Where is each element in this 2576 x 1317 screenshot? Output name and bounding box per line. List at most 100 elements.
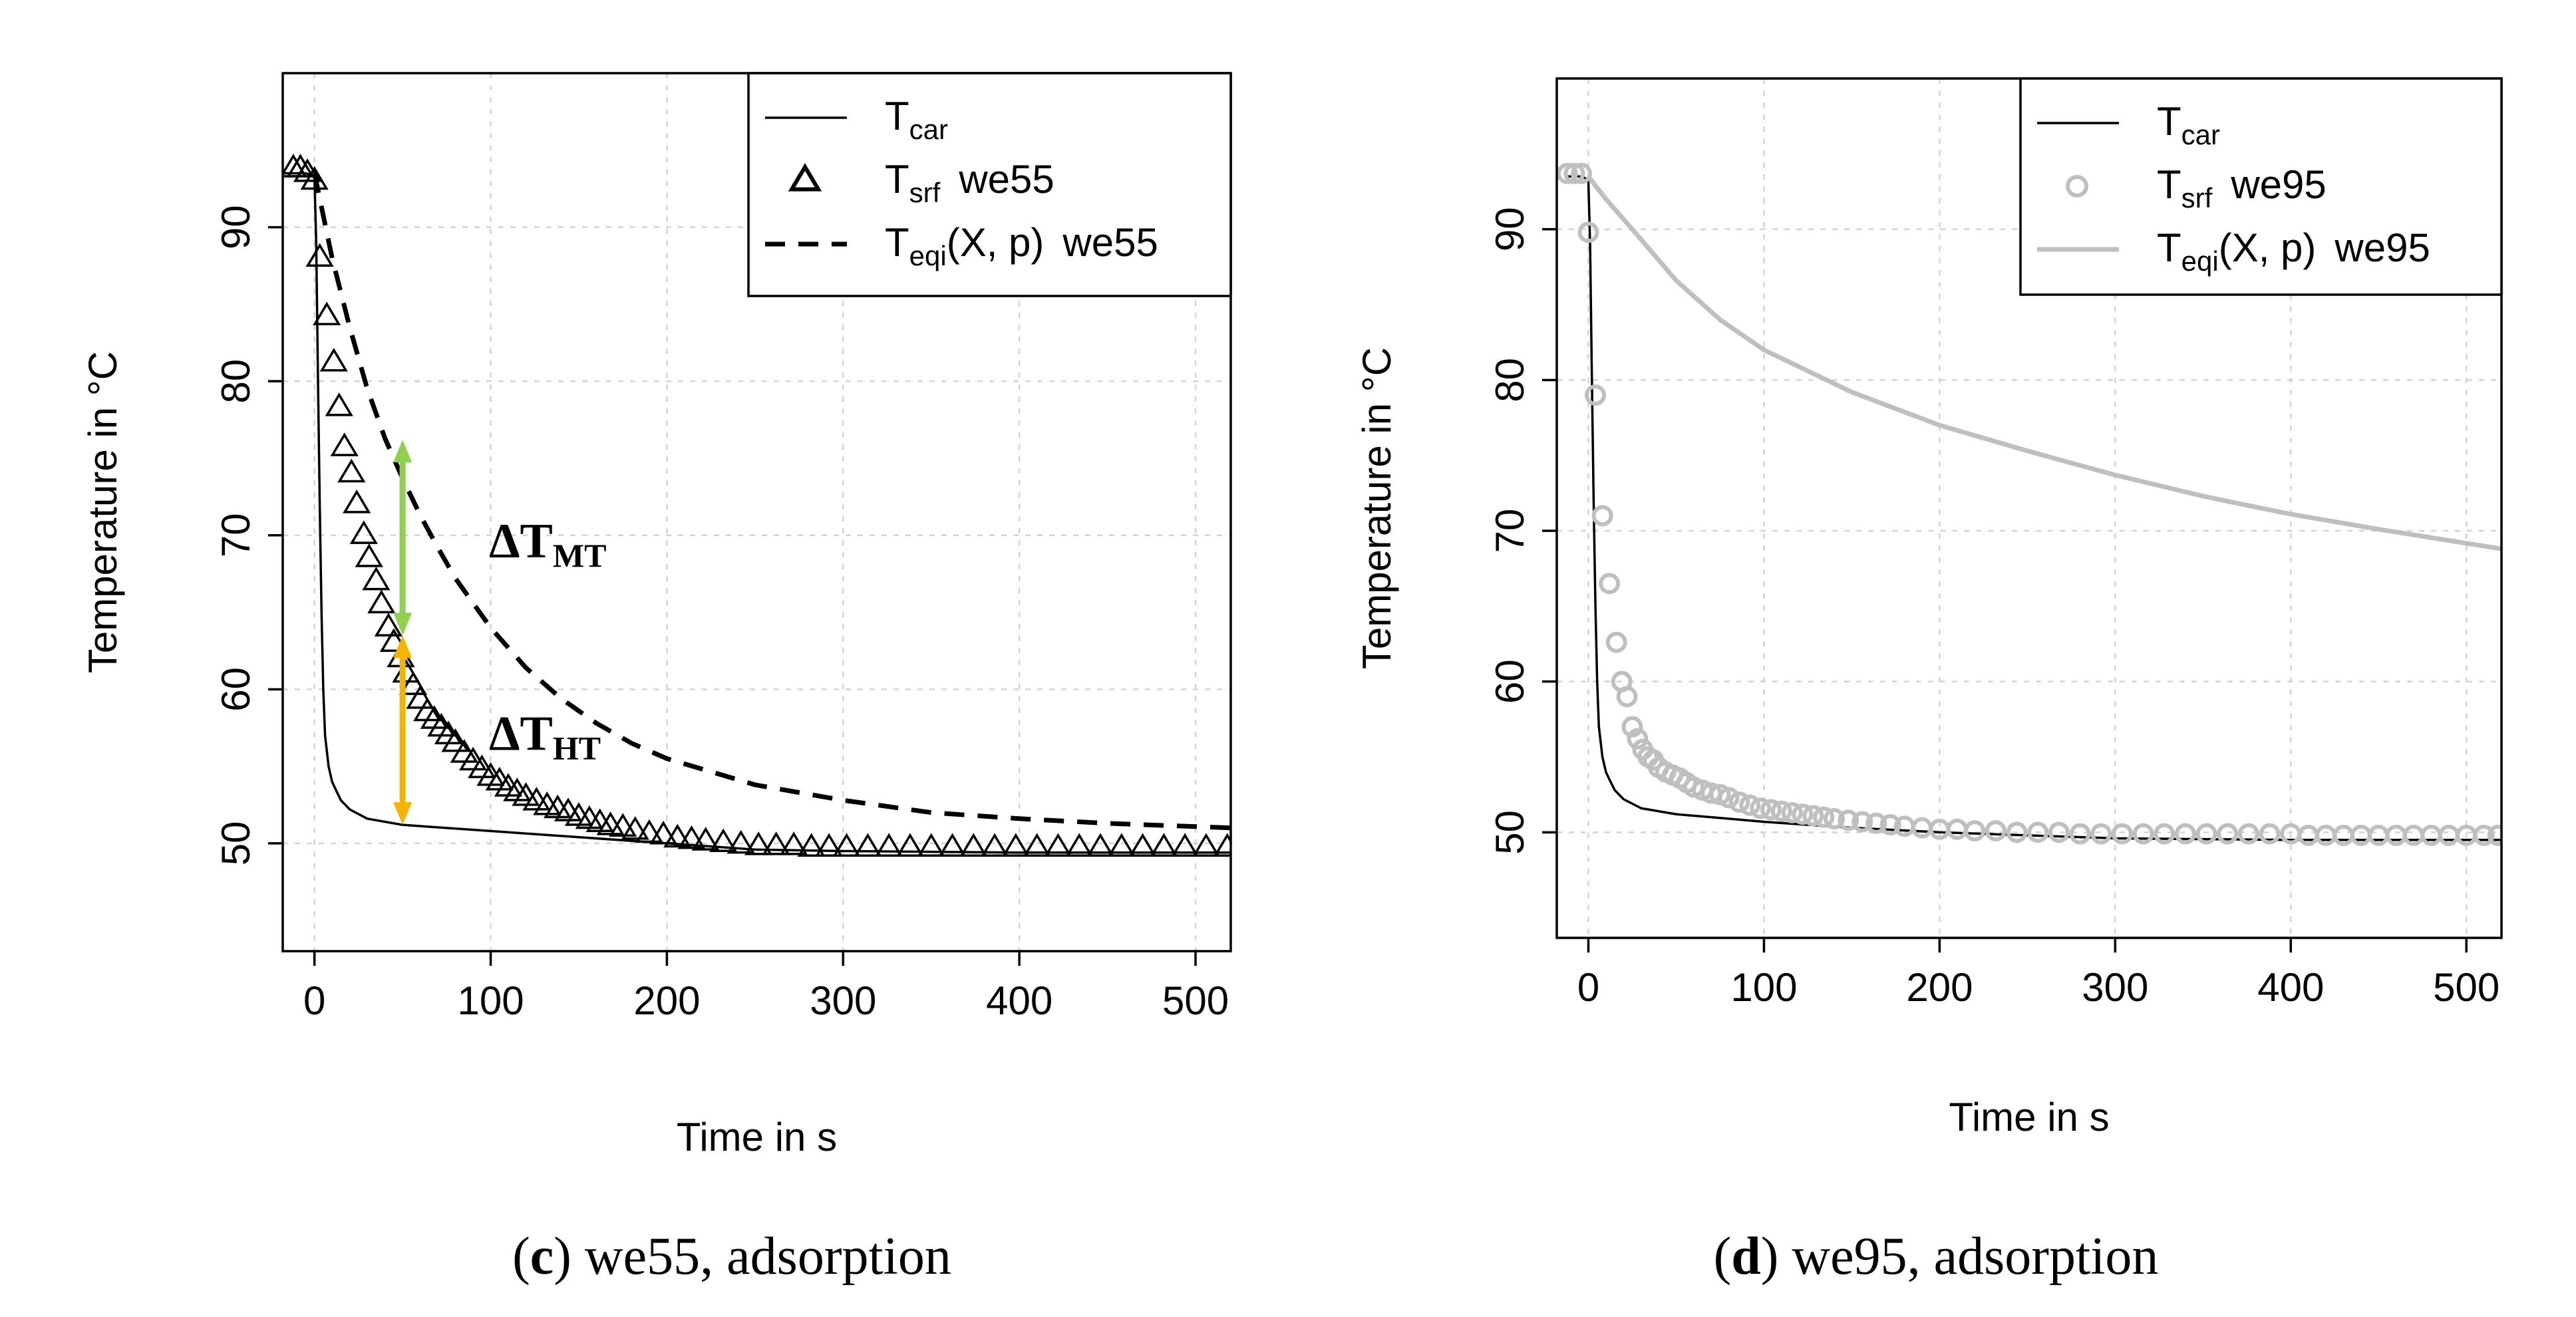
- annotation-sub: HT: [553, 730, 601, 767]
- y-tick-label: 70: [1488, 509, 1532, 553]
- circle-point: [2333, 824, 2354, 846]
- y-tick-label: 60: [1488, 659, 1532, 704]
- caption-letter: c: [530, 1227, 554, 1286]
- triangle-point: [458, 746, 488, 771]
- circle-point: [1728, 792, 1750, 813]
- triangle-point: [635, 819, 664, 843]
- annotation-arrow-mt: ΔTMT: [393, 440, 606, 636]
- triangle-point: [367, 589, 396, 614]
- legend-tag: we55: [1062, 220, 1158, 265]
- caption: (d) we95, adsorption: [1714, 1227, 2159, 1286]
- legend-sub: car: [2181, 119, 2220, 150]
- circle-point: [2237, 823, 2259, 845]
- caption-text: ) we95, adsorption: [1761, 1227, 2159, 1286]
- triangle-point: [621, 815, 649, 840]
- series-line-0: [1567, 175, 2501, 841]
- triangle-point: [1065, 833, 1094, 857]
- x-tick-label: 0: [303, 978, 325, 1023]
- circle-point: [1879, 814, 1901, 835]
- circle-point: [1865, 812, 1887, 834]
- triangle-point: [1150, 833, 1178, 857]
- triangle-point: [330, 432, 359, 456]
- triangle-point: [663, 823, 692, 848]
- circle-point: [2473, 824, 2495, 846]
- x-tick-label: 0: [1577, 965, 1599, 1010]
- triangle-point: [337, 458, 366, 483]
- triangle-point: [980, 833, 1009, 857]
- circle-point: [1557, 162, 1578, 184]
- series-line-2: [312, 172, 1231, 831]
- circle-point: [2259, 823, 2281, 845]
- circle-point: [2403, 824, 2425, 846]
- triangle-point: [406, 685, 434, 709]
- triangle-point: [1107, 833, 1136, 857]
- circle-point: [1802, 805, 1824, 827]
- triangle-point: [374, 613, 403, 637]
- legend-label: Tsrf we95: [2157, 162, 2327, 214]
- triangle-point: [875, 833, 903, 857]
- x-tick-label: 100: [457, 978, 524, 1023]
- x-tick-label: 500: [1162, 978, 1229, 1023]
- triangle-point: [1023, 833, 1051, 857]
- legend-tag: we95: [2334, 225, 2430, 270]
- triangle-point: [709, 828, 738, 853]
- circle-point: [2297, 824, 2319, 846]
- legend-sub: srf: [2181, 182, 2213, 214]
- legend-sub: eqi: [2181, 245, 2219, 277]
- triangle-point: [677, 825, 706, 849]
- circle-point: [1621, 716, 1643, 738]
- circle-point: [2315, 824, 2337, 846]
- x-axis-title: Time in s: [677, 1115, 837, 1159]
- triangle-point: [362, 566, 391, 591]
- triangle-point: [1044, 833, 1072, 857]
- circle-point: [2350, 824, 2372, 846]
- triangle-point: [691, 827, 720, 851]
- circle-point: [2069, 823, 2091, 845]
- legend-sub: car: [909, 114, 948, 145]
- triangle-point: [325, 392, 353, 416]
- triangle-point: [1128, 833, 1157, 857]
- legend-swatch-triangle: [788, 163, 822, 192]
- circle-point: [1599, 573, 1621, 595]
- x-tick-label: 200: [1906, 965, 1973, 1010]
- triangle-point: [814, 833, 844, 857]
- circle-point: [2368, 824, 2390, 846]
- x-tick-label: 100: [1730, 965, 1797, 1010]
- triangle-point: [305, 243, 334, 267]
- y-tick-label: 50: [1488, 810, 1532, 855]
- circle-point: [1718, 787, 1740, 809]
- circle-point: [1964, 820, 1986, 842]
- circle-point: [2154, 823, 2175, 845]
- legend-tag: we55: [958, 157, 1054, 202]
- triangle-point: [938, 833, 967, 857]
- triangle-point: [779, 831, 808, 855]
- legend-sub: srf: [909, 177, 941, 208]
- y-tick-label: 50: [214, 821, 258, 866]
- circle-point: [1750, 798, 1772, 819]
- legend-label: Tsrf we55: [885, 157, 1054, 208]
- x-tick-label: 300: [810, 978, 876, 1023]
- caption-letter: d: [1731, 1227, 1761, 1286]
- y-tick-label: 60: [214, 667, 258, 712]
- legend-sub: eqi: [909, 240, 947, 271]
- arrow-head-top: [393, 635, 412, 658]
- circle-point: [2385, 824, 2407, 846]
- circle-point: [1760, 799, 1782, 821]
- circle-point: [1792, 804, 1814, 825]
- triangle-point: [379, 628, 408, 652]
- circle-point: [1781, 802, 1803, 823]
- circle-point: [1911, 817, 1933, 839]
- legend-box: [2019, 77, 2503, 296]
- circle-point: [2438, 824, 2460, 846]
- circle-point: [1627, 728, 1649, 750]
- triangle-point: [744, 831, 773, 855]
- triangle-point: [349, 520, 378, 544]
- y-tick-label: 90: [214, 205, 258, 249]
- triangle-point: [854, 833, 882, 857]
- y-axis-title: Temperature in °C: [1355, 347, 1399, 669]
- triangle-point: [392, 658, 420, 683]
- circle-point: [2420, 824, 2442, 846]
- circle-point: [1570, 162, 1592, 184]
